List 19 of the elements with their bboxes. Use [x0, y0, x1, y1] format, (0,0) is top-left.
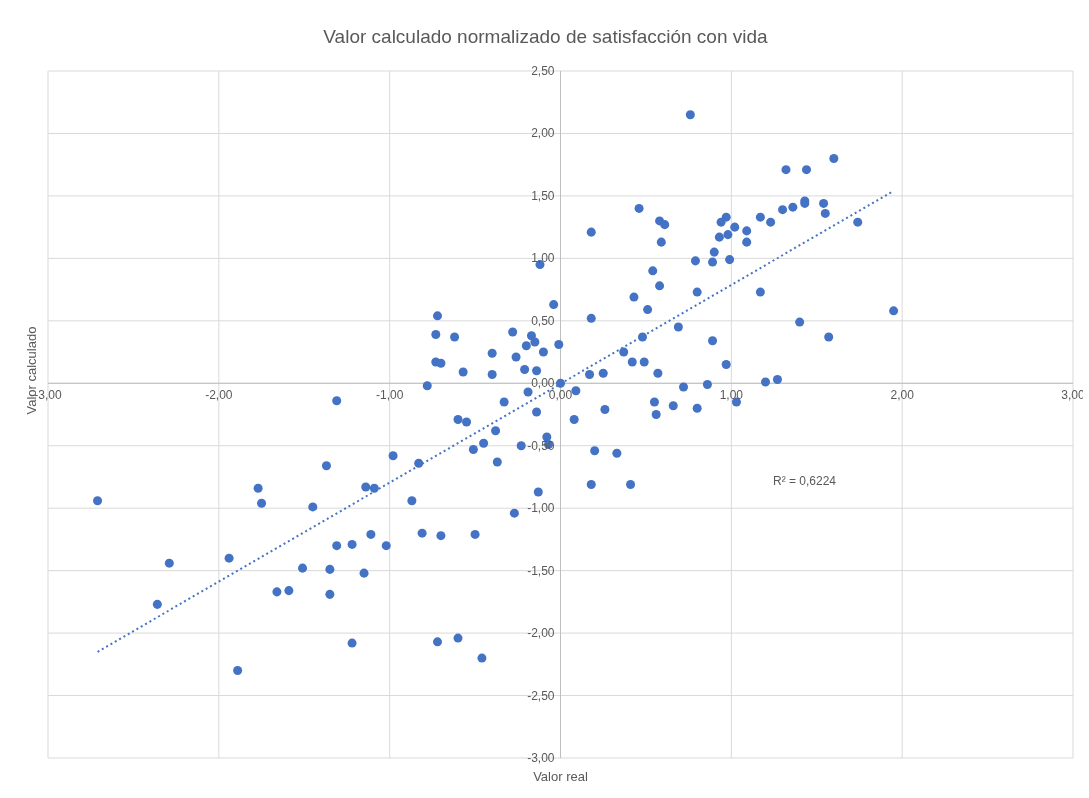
y-tick-label: -2,00	[527, 626, 555, 641]
y-tick-label: 1,50	[531, 188, 555, 203]
y-tick-label: -2,50	[527, 688, 555, 703]
y-tick-label: 2,50	[531, 64, 555, 78]
y-tick-label: -1,50	[527, 563, 555, 578]
y-tick-label: 1,00	[531, 251, 555, 266]
chart-title: Valor calculado normalizado de satisfacción con vida	[322, 26, 769, 48]
y-tick-label: 2,00	[531, 126, 555, 141]
x-tick-label: 0,00	[548, 388, 573, 403]
x-axis-title: Valor real	[533, 769, 588, 784]
x-tick-label: -1,00	[375, 388, 404, 403]
x-tick-label: 1,00	[719, 388, 744, 403]
x-tick-label: 2,00	[890, 388, 915, 403]
y-tick-label: 0,50	[531, 313, 555, 328]
y-tick-label: -1,00	[527, 501, 555, 516]
y-tick-label: -3,00	[527, 751, 555, 765]
x-tick-label: -2,00	[205, 388, 233, 403]
annotation: R² = 0,6224	[773, 474, 837, 488]
y-tick-label: 0,00	[531, 376, 555, 391]
